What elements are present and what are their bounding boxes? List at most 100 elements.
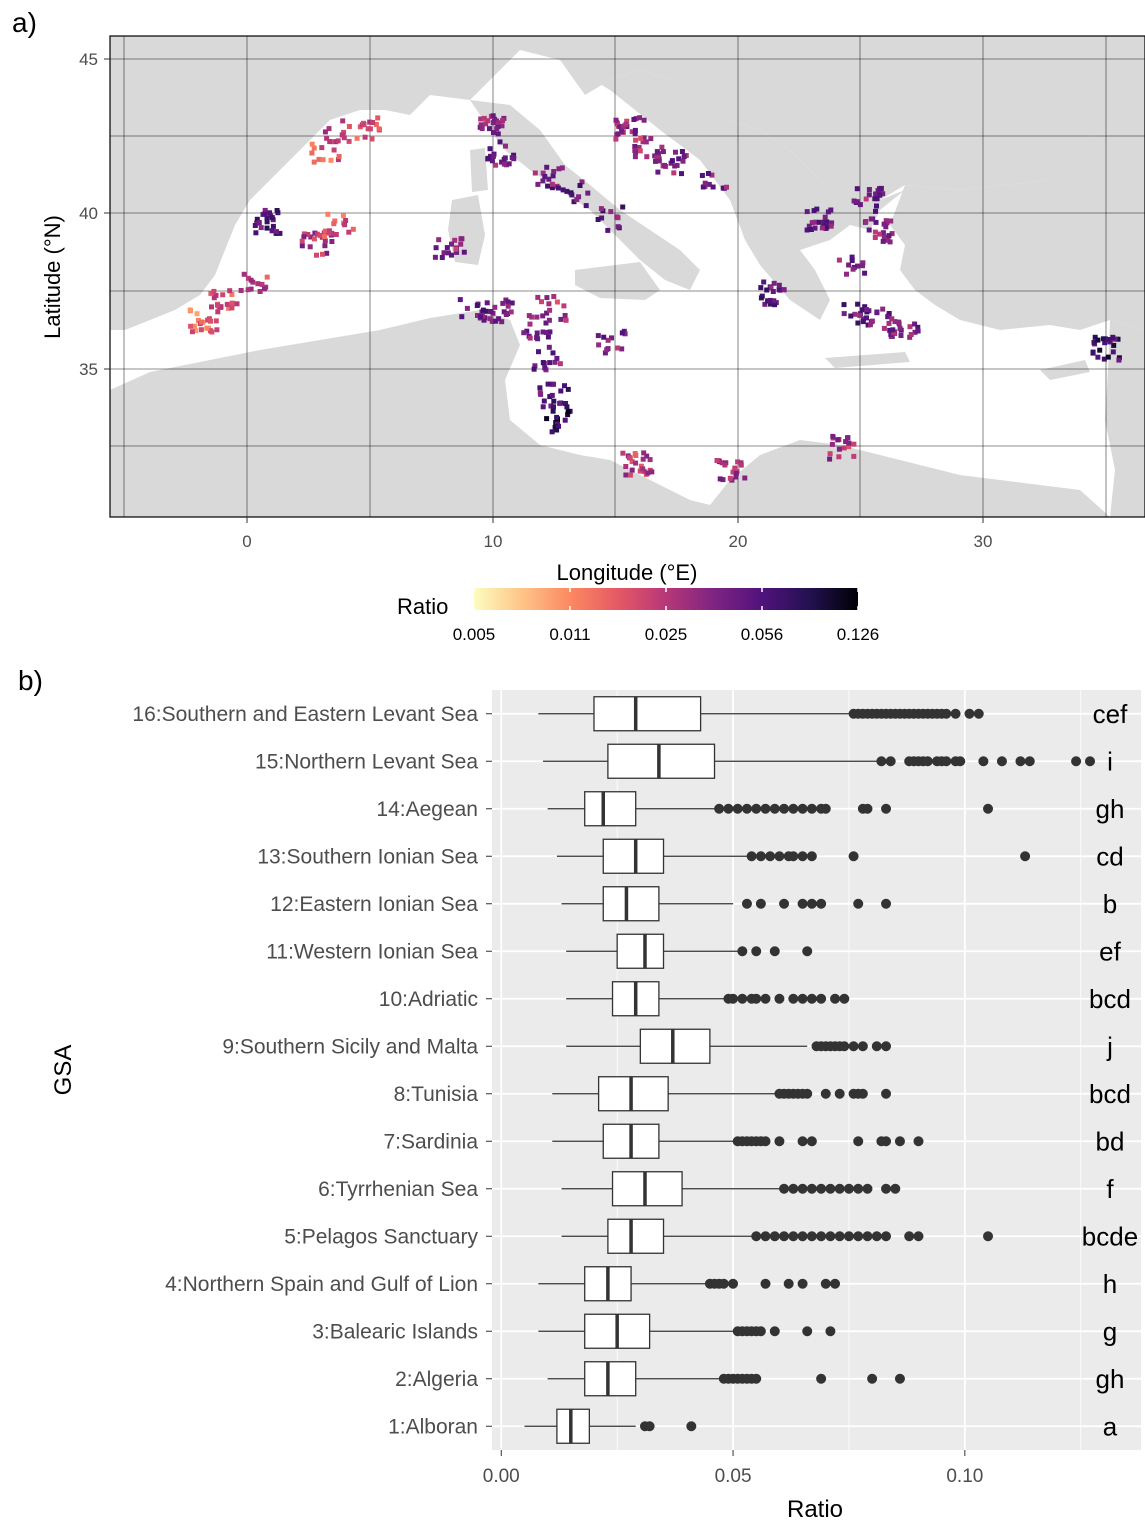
map-cell <box>322 243 328 249</box>
map-cell <box>478 314 484 320</box>
map-cell <box>866 187 872 192</box>
map-cell <box>262 211 268 217</box>
map-cell <box>768 285 774 291</box>
map-cell <box>215 309 221 315</box>
map-cell <box>907 324 913 330</box>
map-cell <box>702 180 708 186</box>
outlier-point <box>788 993 799 1004</box>
map-cell <box>1095 354 1101 360</box>
map-cell <box>881 234 887 240</box>
outlier-point <box>723 803 734 814</box>
map-cell <box>496 120 502 126</box>
map-cell <box>501 309 507 315</box>
outlier-point <box>820 1088 831 1099</box>
map-cell <box>527 335 533 341</box>
map-cell <box>256 220 262 226</box>
map-cell <box>485 155 491 161</box>
map-cell <box>257 289 263 294</box>
map-panel: 0 10 20 30 45 40 35 Longitude (°E) Latit… <box>40 35 1145 585</box>
map-cell <box>340 118 346 124</box>
map-cell <box>852 311 858 317</box>
outlier-point <box>853 1136 864 1147</box>
box-row: cd <box>556 838 1124 874</box>
map-cell <box>505 299 511 305</box>
map-cell <box>866 192 872 198</box>
map-cell <box>362 134 368 140</box>
panel-b-label: b) <box>18 665 43 696</box>
map-cell <box>863 219 869 224</box>
outlier-point <box>862 1231 873 1242</box>
map-cell <box>454 249 460 255</box>
map-cell <box>849 258 855 263</box>
map-cell <box>489 158 495 164</box>
map-cell <box>732 465 738 471</box>
map-cell <box>535 336 541 342</box>
map-cell <box>1102 340 1108 346</box>
map-cell <box>335 157 341 163</box>
map-cell <box>449 252 454 258</box>
map-cell <box>845 435 851 441</box>
map-cell <box>496 316 502 322</box>
box-row: h <box>538 1266 1117 1302</box>
category-label: 5:Pelagos Sanctuary <box>284 1225 478 1248</box>
map-cell <box>722 462 728 468</box>
map-cell <box>487 316 493 322</box>
outlier-point <box>816 1373 827 1384</box>
map-cell <box>452 237 458 243</box>
map-cell <box>323 228 328 234</box>
map-cell <box>550 350 556 356</box>
outlier-point <box>802 1088 813 1099</box>
map-cell <box>346 138 352 144</box>
map-cell <box>375 115 381 121</box>
map-cell <box>629 467 635 473</box>
map-cell <box>547 360 553 366</box>
map-cell <box>624 118 630 124</box>
outlier-point <box>806 1231 817 1242</box>
outlier-point <box>830 993 841 1004</box>
map-cell <box>583 203 589 209</box>
group-letters: f <box>1106 1174 1114 1204</box>
map-cell <box>887 327 893 333</box>
outlier-point <box>843 1183 854 1194</box>
map-cell <box>439 255 445 260</box>
map-cell <box>340 213 346 219</box>
outlier-point <box>769 1231 780 1242</box>
outlier-point <box>755 851 766 862</box>
outlier-point <box>904 1231 915 1242</box>
map-cell <box>524 328 530 334</box>
group-letters: bd <box>1096 1126 1125 1156</box>
outlier-point <box>765 851 776 862</box>
box-iqr <box>584 1361 637 1397</box>
map-cell <box>254 216 260 222</box>
category-label: 14:Aegean <box>376 798 478 821</box>
group-letters: ef <box>1099 936 1121 966</box>
map-cell <box>322 129 328 135</box>
map-cell <box>598 206 604 212</box>
map-cell <box>495 131 501 137</box>
map-cell <box>328 157 334 163</box>
box-iqr <box>602 886 660 922</box>
map-cell <box>912 329 918 335</box>
map-cell <box>229 305 235 311</box>
map-cell <box>772 302 778 308</box>
outlier-point <box>885 756 896 767</box>
map-cell <box>848 313 854 319</box>
box-row: a <box>524 1408 1118 1444</box>
outlier-point <box>760 1231 771 1242</box>
outlier-point <box>964 708 975 719</box>
map-cell <box>653 158 658 164</box>
map-cell <box>758 285 764 291</box>
box-row: b <box>561 886 1117 922</box>
map-cell <box>332 218 338 224</box>
map-cell <box>195 317 201 323</box>
map-cell <box>660 149 666 155</box>
map-cell <box>768 301 773 307</box>
map-cell <box>354 135 360 141</box>
map-cell <box>238 288 244 293</box>
outlier-point <box>950 708 961 719</box>
outlier-point <box>751 1231 762 1242</box>
outlier-point <box>788 851 799 862</box>
outlier-point <box>834 1088 845 1099</box>
map-cell <box>1095 337 1101 343</box>
